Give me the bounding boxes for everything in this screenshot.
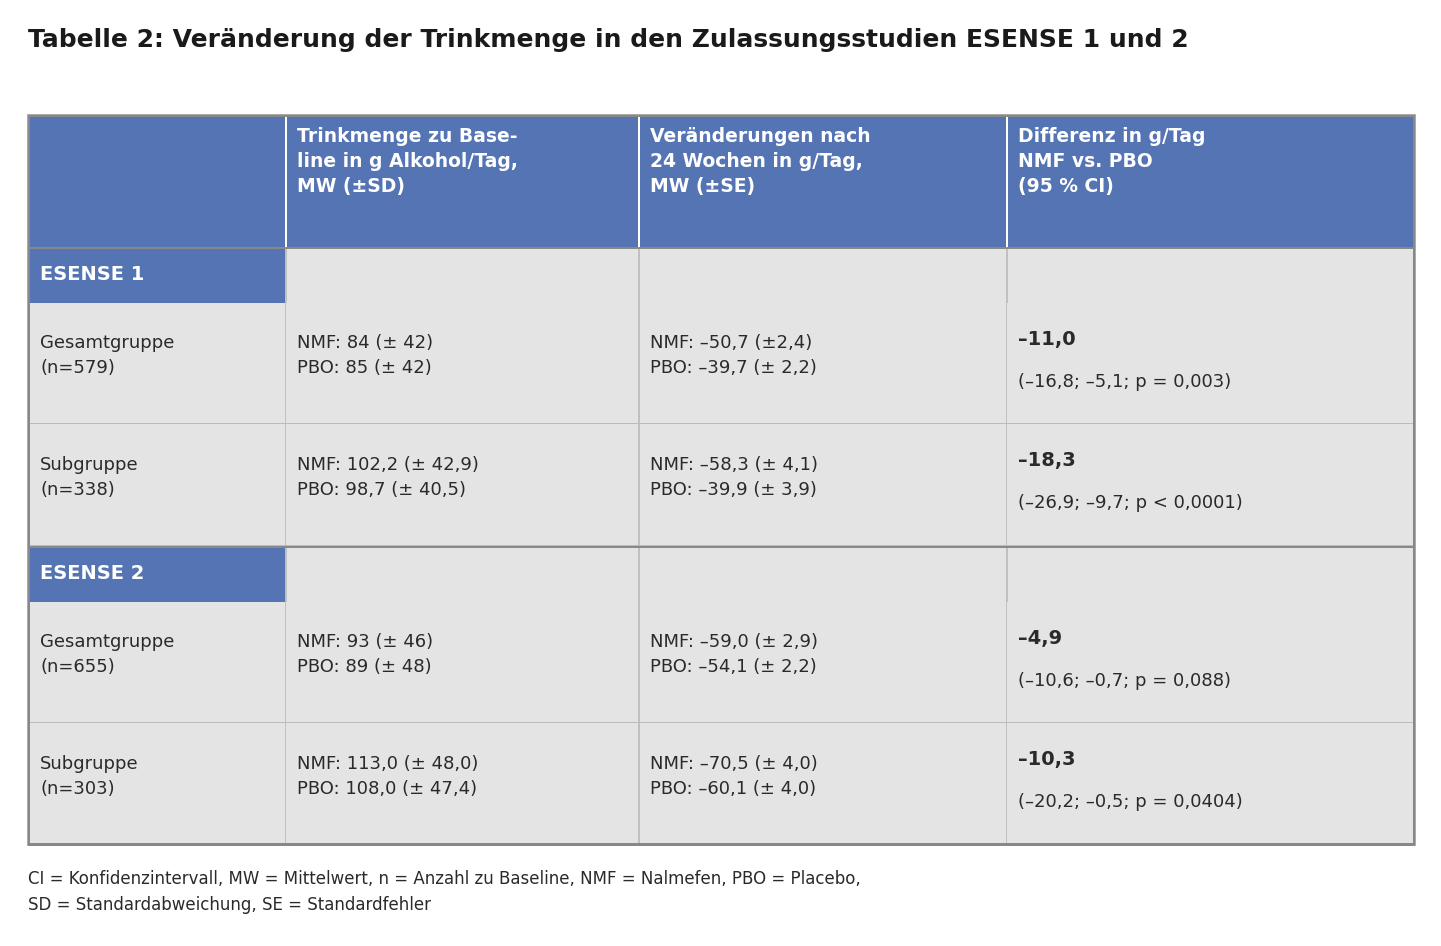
Text: –18,3: –18,3 (1017, 451, 1075, 470)
Bar (284, 424, 638, 546)
Text: NMF: 84 (± 42)
PBO: 85 (± 42): NMF: 84 (± 42) PBO: 85 (± 42) (297, 334, 432, 377)
Bar (1006, 546, 1007, 602)
Bar (27, 424, 284, 546)
Text: –10,3: –10,3 (1017, 750, 1075, 769)
Bar (27, 303, 284, 424)
Bar (284, 247, 287, 303)
Bar (638, 115, 1006, 247)
Text: Differenz in g/Tag
NMF vs. PBO
(95 % CI): Differenz in g/Tag NMF vs. PBO (95 % CI) (1017, 127, 1205, 196)
Text: (–10,6; –0,7; p = 0,088): (–10,6; –0,7; p = 0,088) (1017, 672, 1231, 690)
Bar (638, 303, 640, 424)
Text: NMF: 102,2 (± 42,9)
PBO: 98,7 (± 40,5): NMF: 102,2 (± 42,9) PBO: 98,7 (± 40,5) (297, 456, 478, 499)
Bar (1006, 303, 1415, 424)
Bar (638, 303, 1006, 424)
Bar (638, 724, 640, 845)
Bar (27, 115, 284, 247)
Bar (1006, 602, 1007, 724)
Bar (1006, 115, 1007, 247)
Bar (27, 602, 284, 724)
Text: Subgruppe
(n=338): Subgruppe (n=338) (40, 456, 138, 499)
Text: Subgruppe
(n=303): Subgruppe (n=303) (40, 755, 138, 797)
Text: NMF: –59,0 (± 2,9)
PBO: –54,1 (± 2,2): NMF: –59,0 (± 2,9) PBO: –54,1 (± 2,2) (650, 633, 818, 676)
Bar (1006, 424, 1415, 546)
Bar (284, 546, 638, 602)
Text: –11,0: –11,0 (1017, 329, 1075, 348)
Text: NMF: –70,5 (± 4,0)
PBO: –60,1 (± 4,0): NMF: –70,5 (± 4,0) PBO: –60,1 (± 4,0) (650, 755, 818, 797)
Text: (–26,9; –9,7; p < 0,0001): (–26,9; –9,7; p < 0,0001) (1017, 495, 1242, 513)
Text: CI = Konfidenzintervall, MW = Mittelwert, n = Anzahl zu Baseline, NMF = Nalmefen: CI = Konfidenzintervall, MW = Mittelwert… (27, 870, 860, 915)
Text: NMF: –50,7 (±2,4)
PBO: –39,7 (± 2,2): NMF: –50,7 (±2,4) PBO: –39,7 (± 2,2) (650, 334, 817, 377)
Bar (27, 724, 284, 845)
Text: NMF: 93 (± 46)
PBO: 89 (± 48): NMF: 93 (± 46) PBO: 89 (± 48) (297, 633, 432, 676)
Bar (27, 723, 1415, 724)
Bar (1006, 546, 1415, 602)
Bar (1006, 115, 1415, 247)
Text: ESENSE 1: ESENSE 1 (40, 265, 144, 284)
Bar (27, 546, 1415, 549)
Bar (284, 115, 638, 247)
Bar (27, 115, 1415, 117)
Bar (1006, 424, 1007, 546)
Bar (638, 247, 1006, 303)
Bar (1006, 303, 1007, 424)
Text: (–20,2; –0,5; p = 0,0404): (–20,2; –0,5; p = 0,0404) (1017, 794, 1242, 812)
Bar (284, 115, 287, 247)
Bar (27, 423, 1415, 425)
Bar (638, 247, 640, 303)
Text: (–16,8; –5,1; p = 0,003): (–16,8; –5,1; p = 0,003) (1017, 373, 1231, 391)
Text: ESENSE 2: ESENSE 2 (40, 564, 144, 584)
Bar (638, 546, 1006, 602)
Text: –4,9: –4,9 (1017, 629, 1062, 648)
Bar (638, 424, 1006, 546)
Bar (638, 424, 640, 546)
Bar (284, 424, 287, 546)
Bar (27, 247, 1415, 250)
Bar (27, 546, 284, 602)
Bar (284, 602, 638, 724)
Bar (1006, 724, 1007, 845)
Bar (284, 247, 638, 303)
Text: Trinkmenge zu Base-
line in g Alkohol/Tag,
MW (±SD): Trinkmenge zu Base- line in g Alkohol/Ta… (297, 127, 517, 196)
Bar (1006, 247, 1415, 303)
Bar (284, 724, 638, 845)
Bar (284, 303, 638, 424)
Text: NMF: –58,3 (± 4,1)
PBO: –39,9 (± 3,9): NMF: –58,3 (± 4,1) PBO: –39,9 (± 3,9) (650, 456, 818, 499)
Bar (638, 602, 640, 724)
Bar (638, 724, 1006, 845)
Bar (638, 115, 640, 247)
Text: Tabelle 2: Veränderung der Trinkmenge in den Zulassungsstudien ESENSE 1 und 2: Tabelle 2: Veränderung der Trinkmenge in… (27, 28, 1189, 52)
Bar (638, 602, 1006, 724)
Bar (284, 303, 287, 424)
Bar (284, 724, 287, 845)
Bar (27, 247, 284, 303)
Bar (1006, 247, 1007, 303)
Bar (284, 602, 287, 724)
Text: Gesamtgruppe
(n=655): Gesamtgruppe (n=655) (40, 633, 174, 676)
Bar (1006, 724, 1415, 845)
Bar (27, 115, 30, 845)
Bar (27, 545, 1415, 547)
Bar (1414, 115, 1415, 845)
Bar (27, 843, 1415, 846)
Bar (1006, 602, 1415, 724)
Bar (638, 546, 640, 602)
Text: NMF: 113,0 (± 48,0)
PBO: 108,0 (± 47,4): NMF: 113,0 (± 48,0) PBO: 108,0 (± 47,4) (297, 755, 478, 797)
Text: Veränderungen nach
24 Wochen in g/Tag,
MW (±SE): Veränderungen nach 24 Wochen in g/Tag, M… (650, 127, 870, 196)
Text: Gesamtgruppe
(n=579): Gesamtgruppe (n=579) (40, 334, 174, 377)
Bar (27, 844, 1415, 846)
Bar (27, 115, 1415, 845)
Bar (284, 546, 287, 602)
